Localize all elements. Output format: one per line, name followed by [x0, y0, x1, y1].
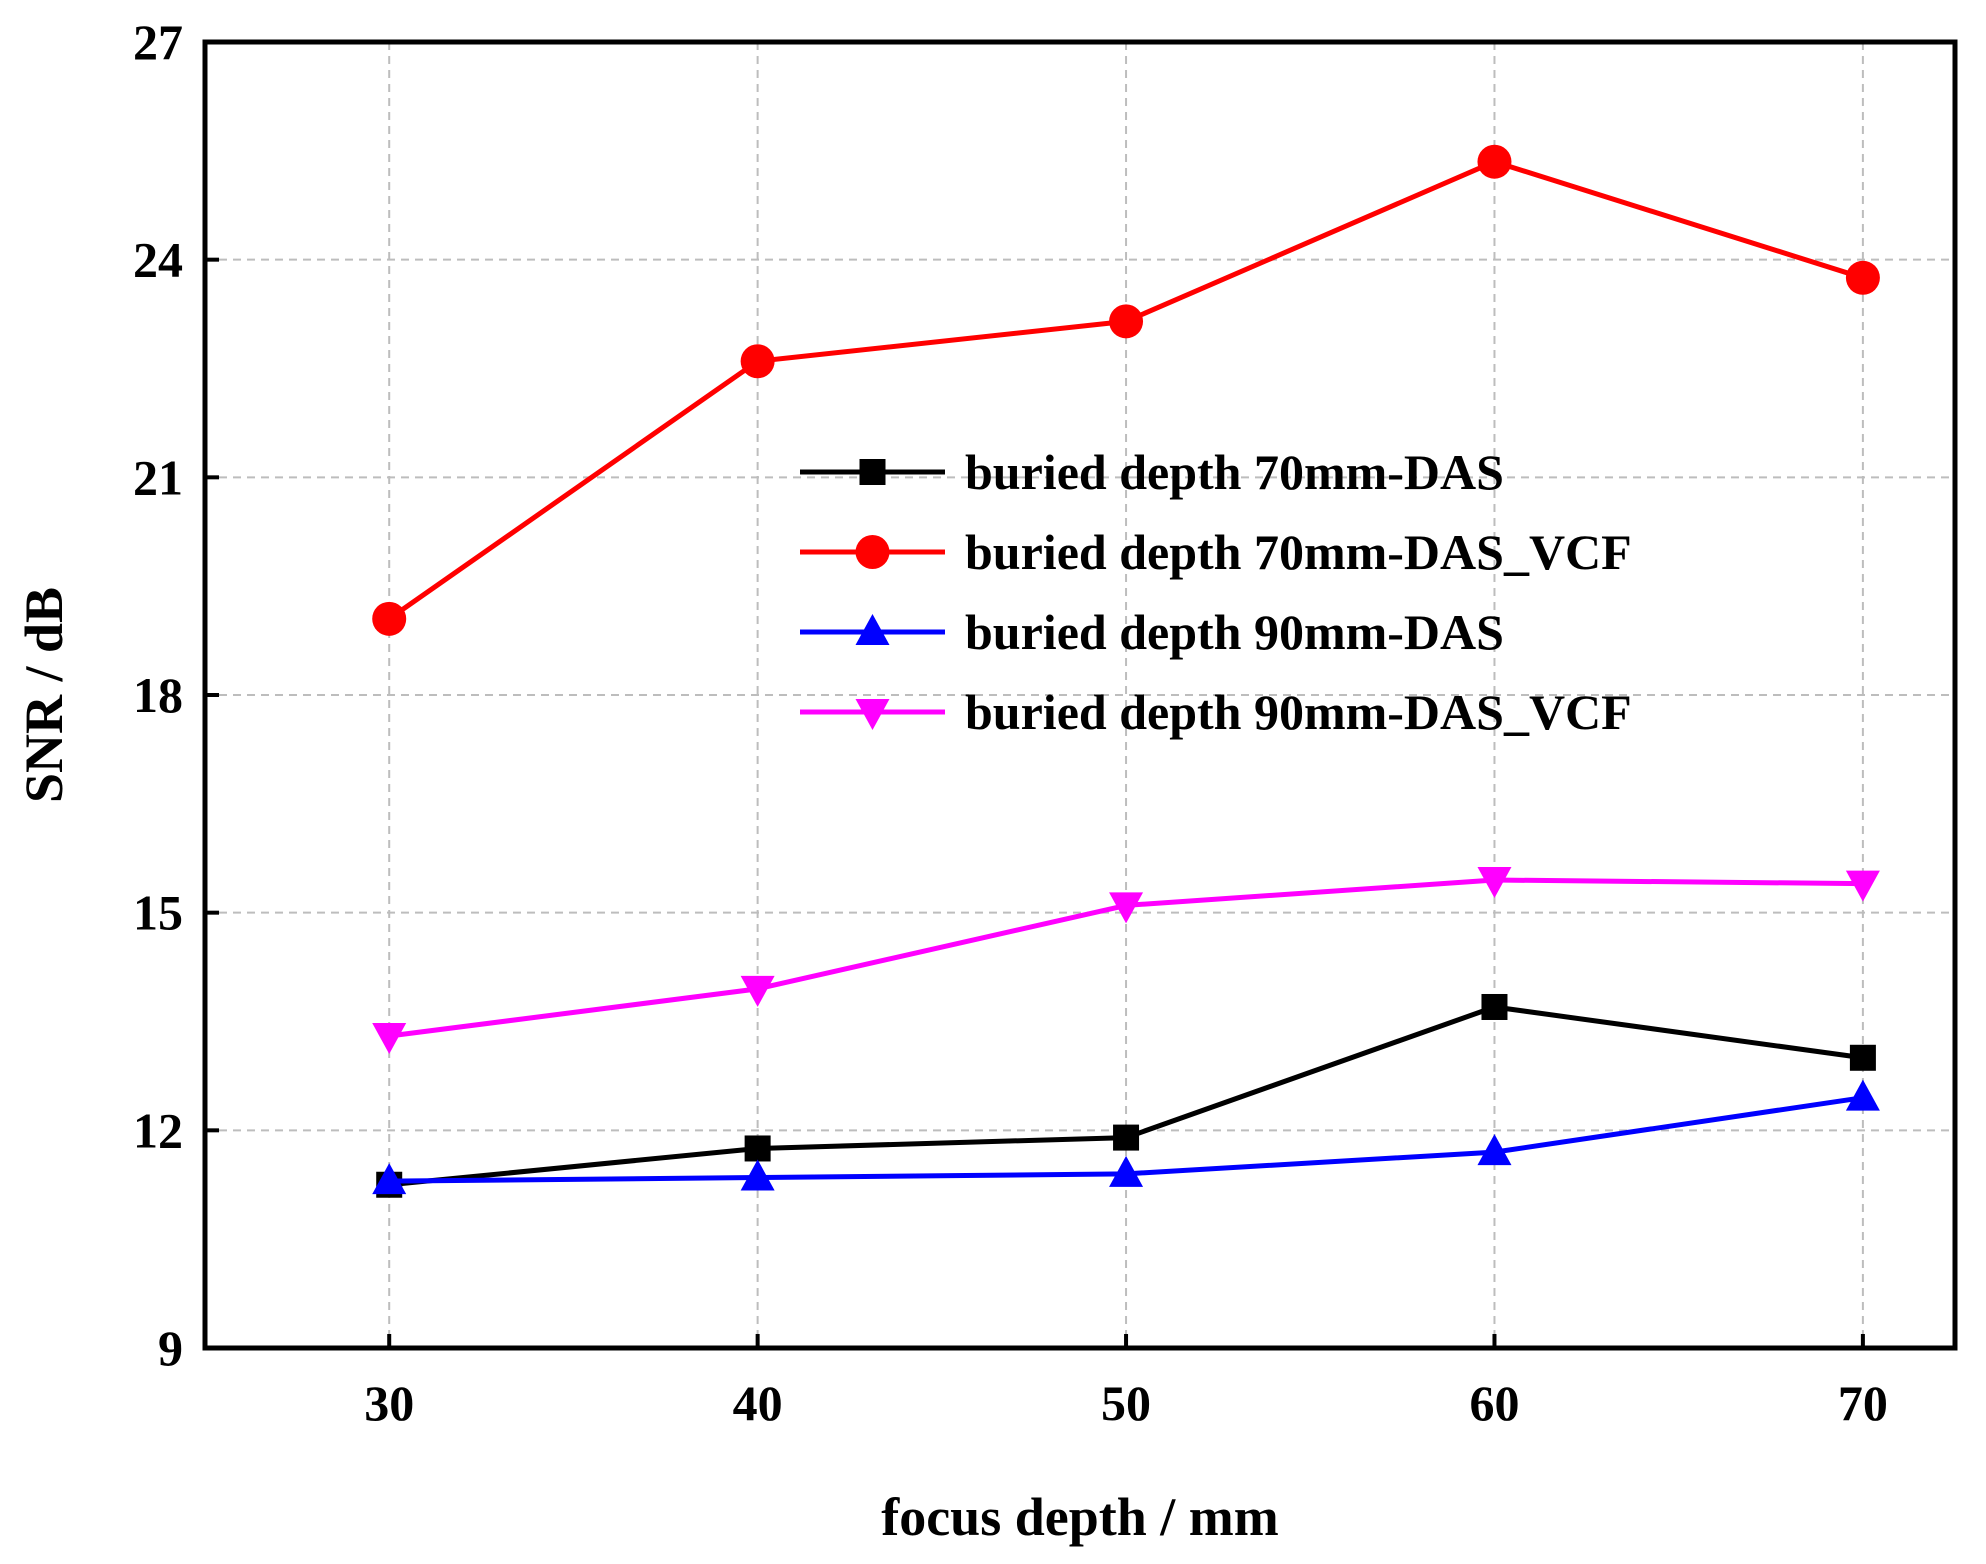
data-point — [1477, 867, 1512, 899]
legend-label: buried depth 90mm-DAS_VCF — [965, 684, 1632, 740]
legend-entry: buried depth 90mm-DAS — [800, 604, 1504, 660]
data-point — [1845, 870, 1880, 902]
data-point — [740, 1159, 775, 1191]
data-point — [1477, 1134, 1512, 1166]
legend-marker — [855, 535, 890, 569]
legend-label: buried depth 90mm-DAS — [965, 604, 1504, 660]
y-tick-label: 18 — [133, 667, 183, 723]
legend: buried depth 70mm-DAS buried depth 70mm-D… — [800, 444, 1632, 740]
legend-entry: buried depth 70mm-DAS — [800, 444, 1504, 500]
y-tick-label: 24 — [133, 232, 183, 288]
data-point — [1849, 1044, 1876, 1071]
legend-entry: buried depth 70mm-DAS_VCF — [800, 524, 1632, 580]
legend-entry: buried depth 90mm-DAS_VCF — [800, 684, 1632, 740]
legend-marker — [855, 699, 890, 730]
legend-label: buried depth 70mm-DAS_VCF — [965, 524, 1632, 580]
legend-label: buried depth 70mm-DAS — [965, 444, 1504, 500]
x-tick-label: 70 — [1838, 1375, 1888, 1431]
data-point — [372, 1163, 407, 1195]
y-tick-label: 15 — [133, 885, 183, 941]
data-point — [1109, 892, 1144, 924]
data-point — [1477, 144, 1512, 179]
series-2 — [372, 1079, 1880, 1195]
x-tick-label: 40 — [733, 1375, 783, 1431]
axes: 9 12 15 18 21 24 27 30 40 50 60 70 — [133, 14, 1888, 1431]
legend-marker — [859, 459, 886, 485]
y-tick-label: 27 — [133, 14, 183, 70]
grid-lines — [205, 42, 1955, 1348]
y-axis-title: SNR / dB — [14, 587, 74, 803]
y-tick-label: 21 — [133, 449, 183, 505]
data-point — [1113, 1124, 1140, 1151]
x-tick-label: 30 — [364, 1375, 414, 1431]
data-point — [744, 1135, 771, 1162]
data-point — [1481, 993, 1508, 1020]
legend-marker — [855, 614, 890, 645]
data-point — [1845, 260, 1880, 295]
data-point — [372, 601, 407, 636]
series-layer — [372, 144, 1880, 1198]
y-tick-label: 9 — [158, 1320, 183, 1376]
data-point — [1845, 1079, 1880, 1111]
data-point — [740, 344, 775, 379]
series-0 — [376, 993, 1876, 1198]
data-point — [372, 1023, 407, 1055]
series-3 — [372, 867, 1880, 1055]
data-point — [1109, 1155, 1144, 1187]
x-tick-label: 60 — [1469, 1375, 1519, 1431]
x-tick-label: 50 — [1101, 1375, 1151, 1431]
data-point — [1109, 304, 1144, 339]
y-tick-label: 12 — [133, 1102, 183, 1158]
x-axis-title: focus depth / mm — [881, 1487, 1279, 1547]
series-1 — [372, 144, 1880, 636]
data-point — [740, 975, 775, 1007]
